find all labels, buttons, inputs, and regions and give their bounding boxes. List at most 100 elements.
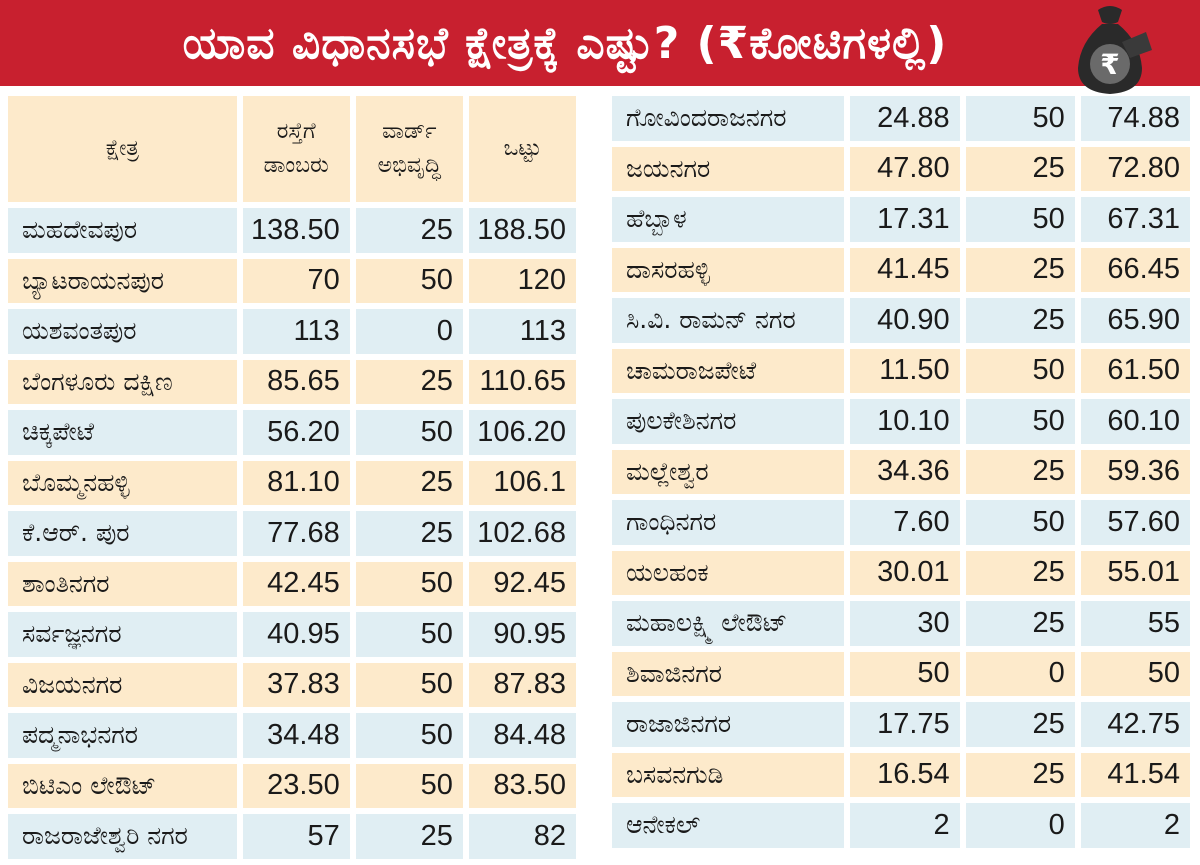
constituency-name: ಪದ್ಮನಾಭನಗರ (8, 713, 237, 758)
table-row: ಮಲ್ಲೇಶ್ವರ 34.36 25 59.36 (612, 449, 1190, 494)
road-tar-value: 56.20 (242, 410, 350, 455)
constituency-name: ವಿಜಯನಗರ (8, 662, 237, 707)
road-tar-value: 81.10 (242, 460, 350, 505)
constituency-table-left: ಕ್ಷೇತ್ರ ರಸ್ತೆಗೆ ಡಾಂಬರು ವಾರ್ಡ್ ಅಭಿವೃದ್ಧಿ … (2, 90, 582, 865)
total-value: 120 (468, 258, 576, 303)
total-value: 57.60 (1080, 500, 1190, 545)
road-tar-value: 17.75 (850, 702, 960, 747)
table-row: ಬಸವನಗುಡಿ 16.54 25 41.54 (612, 752, 1190, 797)
table-row: ಕೆ.ಆರ್. ಪುರ 77.68 25 102.68 (8, 511, 576, 556)
ward-dev-value: 50 (965, 399, 1075, 444)
ward-dev-value: 25 (355, 511, 463, 556)
total-value: 110.65 (468, 359, 576, 404)
constituency-name: ಬಿಟಿಎಂ ಲೇಔಟ್ (8, 763, 237, 808)
table-row: ರಾಜರಾಜೇಶ್ವರಿ ನಗರ 57 25 82 (8, 814, 576, 859)
ward-dev-value: 0 (355, 309, 463, 354)
table-row: ಮಹದೇವಪುರ 138.50 25 188.50 (8, 208, 576, 253)
ward-dev-value: 50 (965, 500, 1075, 545)
road-tar-value: 23.50 (242, 763, 350, 808)
table-row: ಹೆಬ್ಬಾಳ 17.31 50 67.31 (612, 197, 1190, 242)
constituency-name: ಶಿವಾಜಿನಗರ (612, 651, 845, 696)
total-value: 83.50 (468, 763, 576, 808)
ward-dev-value: 50 (355, 713, 463, 758)
table-row: ಜಯನಗರ 47.80 25 72.80 (612, 146, 1190, 191)
table-row: ಗೋವಿಂದರಾಜನಗರ 24.88 50 74.88 (612, 96, 1190, 141)
constituency-name: ಬೊಮ್ಮನಹಳ್ಳಿ (8, 460, 237, 505)
total-value: 106.1 (468, 460, 576, 505)
road-tar-value: 70 (242, 258, 350, 303)
ward-dev-value: 25 (355, 208, 463, 253)
road-tar-value: 34.36 (850, 449, 960, 494)
constituency-name: ಬಸವನಗುಡಿ (612, 752, 845, 797)
road-tar-value: 37.83 (242, 662, 350, 707)
constituency-name: ಮಹಾಲಕ್ಷ್ಮಿ ಲೇಔಟ್ (612, 601, 845, 646)
total-value: 67.31 (1080, 197, 1190, 242)
road-tar-value: 16.54 (850, 752, 960, 797)
constituency-name: ಹೆಬ್ಬಾಳ (612, 197, 845, 242)
total-value: 90.95 (468, 612, 576, 657)
ward-dev-value: 50 (355, 258, 463, 303)
road-tar-value: 77.68 (242, 511, 350, 556)
table-row: ಆನೇಕಲ್ 2 0 2 (612, 803, 1190, 848)
total-value: 55 (1080, 601, 1190, 646)
ward-dev-value: 25 (355, 460, 463, 505)
road-tar-value: 42.45 (242, 561, 350, 606)
ward-dev-value: 25 (355, 359, 463, 404)
constituency-name: ಕೆ.ಆರ್. ಪುರ (8, 511, 237, 556)
table-row: ಸರ್ವಜ್ಞನಗರ 40.95 50 90.95 (8, 612, 576, 657)
ward-dev-value: 25 (965, 298, 1075, 343)
money-bag-rupee-icon: ₹ (1078, 6, 1152, 94)
constituency-name: ಸರ್ವಜ್ಞನಗರ (8, 612, 237, 657)
constituency-name: ಚಾಮರಾಜಪೇಟೆ (612, 348, 845, 393)
road-tar-value: 11.50 (850, 348, 960, 393)
constituency-name: ದಾಸರಹಳ್ಳಿ (612, 247, 845, 292)
total-value: 113 (468, 309, 576, 354)
ward-dev-value: 25 (965, 550, 1075, 595)
road-tar-value: 10.10 (850, 399, 960, 444)
ward-dev-value: 0 (965, 651, 1075, 696)
total-value: 87.83 (468, 662, 576, 707)
total-value: 102.68 (468, 511, 576, 556)
table-row: ಮಹಾಲಕ್ಷ್ಮಿ ಲೇಔಟ್ 30 25 55 (612, 601, 1190, 646)
constituency-name: ಬ್ಯಾಟರಾಯನಪುರ (8, 258, 237, 303)
table-row: ಬೊಮ್ಮನಹಳ್ಳಿ 81.10 25 106.1 (8, 460, 576, 505)
road-tar-value: 138.50 (242, 208, 350, 253)
constituency-table-right: ಗೋವಿಂದರಾಜನಗರ 24.88 50 74.88 ಜಯನಗರ 47.80 25 72.8… (606, 90, 1196, 854)
total-value: 60.10 (1080, 399, 1190, 444)
total-value: 82 (468, 814, 576, 859)
constituency-name: ಮಲ್ಲೇಶ್ವರ (612, 449, 845, 494)
total-value: 188.50 (468, 208, 576, 253)
constituency-name: ರಾಜಾಜಿನಗರ (612, 702, 845, 747)
constituency-name: ಸಿ.ವಿ. ರಾಮನ್ ನಗರ (612, 298, 845, 343)
ward-dev-value: 50 (355, 662, 463, 707)
constituency-name: ಗಾಂಧಿನಗರ (612, 500, 845, 545)
total-value: 84.48 (468, 713, 576, 758)
constituency-name: ಪುಲಕೇಶಿನಗರ (612, 399, 845, 444)
constituency-name: ಶಾಂತಿನಗರ (8, 561, 237, 606)
total-value: 59.36 (1080, 449, 1190, 494)
total-value: 2 (1080, 803, 1190, 848)
road-tar-value: 50 (850, 651, 960, 696)
total-value: 72.80 (1080, 146, 1190, 191)
ward-dev-value: 25 (965, 449, 1075, 494)
total-value: 42.75 (1080, 702, 1190, 747)
ward-dev-value: 50 (355, 763, 463, 808)
road-tar-value: 57 (242, 814, 350, 859)
svg-text:₹: ₹ (1100, 48, 1119, 81)
ward-dev-value: 50 (965, 96, 1075, 141)
ward-dev-value: 25 (965, 146, 1075, 191)
total-value: 65.90 (1080, 298, 1190, 343)
road-tar-value: 40.95 (242, 612, 350, 657)
road-tar-value: 2 (850, 803, 960, 848)
road-tar-value: 30 (850, 601, 960, 646)
ward-dev-value: 50 (965, 197, 1075, 242)
total-value: 74.88 (1080, 96, 1190, 141)
table-row: ಚಾಮರಾಜಪೇಟೆ 11.50 50 61.50 (612, 348, 1190, 393)
table-row: ಗಾಂಧಿನಗರ 7.60 50 57.60 (612, 500, 1190, 545)
page-title: ಯಾವ ವಿಧಾನಸಭೆ ಕ್ಷೇತ್ರಕ್ಕೆ ಎಷ್ಟು? (₹ಕೋಟಿಗಳ… (182, 17, 948, 69)
table-row: ಪುಲಕೇಶಿನಗರ 10.10 50 60.10 (612, 399, 1190, 444)
total-value: 106.20 (468, 410, 576, 455)
header-ward-dev: ವಾರ್ಡ್ ಅಭಿವೃದ್ಧಿ (355, 96, 463, 202)
total-value: 92.45 (468, 561, 576, 606)
table-row: ಬಿಟಿಎಂ ಲೇಔಟ್ 23.50 50 83.50 (8, 763, 576, 808)
